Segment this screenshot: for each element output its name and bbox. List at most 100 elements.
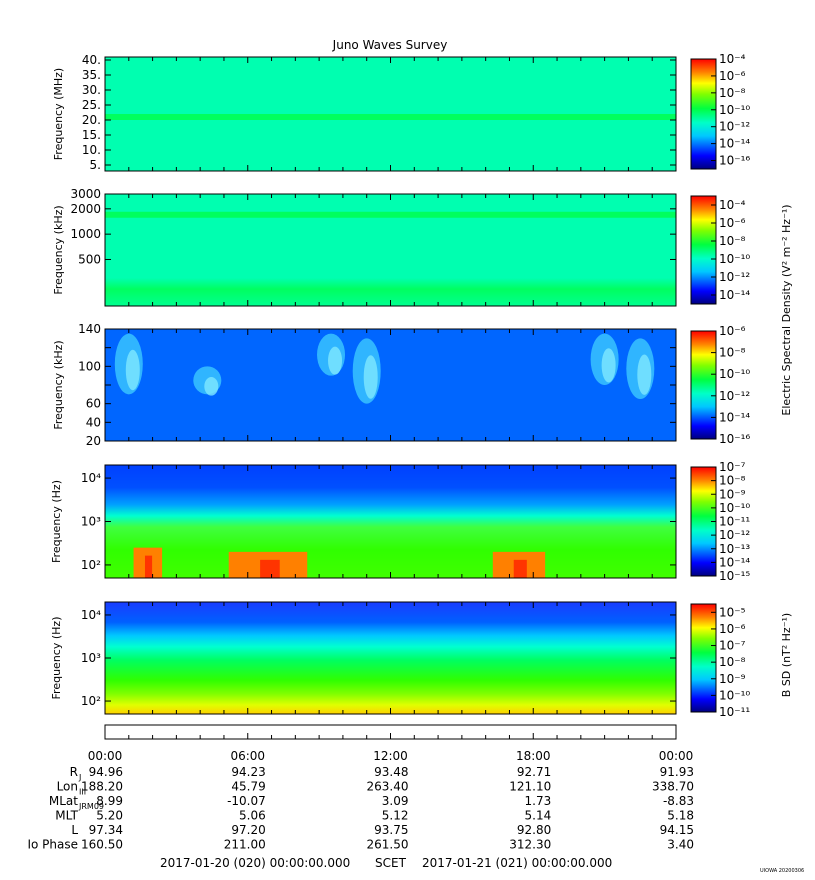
ephemeris-value: 92.80: [517, 823, 551, 837]
ephemeris-value: 94.15: [660, 823, 694, 837]
time-label: 06:00: [230, 749, 265, 763]
colorbar-tick-label: 10⁻⁴: [719, 52, 746, 66]
footer-end: 2017-01-21 (021) 00:00:00.000: [422, 856, 612, 870]
colorbar-tick-label: 10⁻¹⁴: [719, 288, 750, 302]
ephemeris-value: 160.50: [81, 838, 123, 852]
colorbar-tick-label: 10⁻¹⁴: [719, 555, 750, 569]
colorbar-tick-label: 10⁻¹²: [719, 389, 750, 403]
ephemeris-value: 93.48: [374, 765, 408, 779]
panel-4-field: [105, 465, 676, 578]
y-tick-label: 10²: [81, 694, 101, 708]
ephemeris-row-sublabel: J: [78, 773, 81, 782]
colorbar-tick-label: 10⁻⁸: [719, 86, 746, 100]
electric-colorbar-label: Electric Spectral Density (V² m⁻² Hz⁻¹): [780, 204, 793, 415]
ephemeris-value: 91.93: [660, 765, 694, 779]
ephemeris-value: 5.18: [667, 809, 694, 823]
y-tick-label: 3000: [70, 187, 101, 201]
emission-blob-core: [637, 354, 652, 395]
y-tick-label: 2000: [70, 202, 101, 216]
ephemeris-value: 1.73: [525, 794, 552, 808]
colorbar-tick-label: 10⁻¹⁴: [719, 410, 750, 424]
ephemeris-row-label: L: [71, 823, 78, 837]
colorbar-tick-label: 10⁻¹²: [719, 120, 750, 134]
colorbar-tick-label: 10⁻¹⁶: [719, 154, 750, 168]
panel-3: 20 40 60 100 140 Frequency (kHz): [52, 322, 677, 448]
colorbar-gradient: [690, 58, 717, 170]
footer-start: 2017-01-20 (020) 00:00:00.000: [160, 856, 350, 870]
y-tick-label: 40: [86, 415, 101, 429]
y-axis-label: Frequency (Hz): [50, 480, 63, 563]
colorbar-2: 10⁻⁴ 10⁻⁶ 10⁻⁸ 10⁻¹⁰ 10⁻¹² 10⁻¹⁴: [690, 195, 750, 305]
y-axis-label: Frequency (kHz): [52, 205, 65, 294]
y-tick-label: 20.: [82, 113, 101, 127]
ephemeris-value: 263.40: [367, 780, 409, 794]
burst-core: [513, 559, 527, 578]
y-tick-label: 1000: [70, 227, 101, 241]
panels: 5.10.15.20.25.30.35.40. Frequency (MHz) 50…: [50, 53, 677, 715]
ephemeris-value: 188.20: [81, 780, 123, 794]
emission-blob-core: [204, 377, 219, 396]
ephemeris-row-sublabel: JRM09: [78, 802, 104, 811]
y-tick-label: 500: [78, 252, 101, 266]
panel-5-field: [105, 602, 676, 714]
ephemeris-value: 5.14: [525, 809, 552, 823]
colorbar-tick-label: 10⁻⁹: [719, 672, 746, 686]
colorbar-tick-label: 10⁻¹⁰: [719, 252, 750, 266]
panel-3-field: [105, 329, 676, 441]
panel-5: 10² 10³ 10⁴ Frequency (Hz): [50, 601, 677, 715]
colorbar-tick-label: 10⁻⁶: [719, 69, 746, 83]
colorbar-tick-label: 10⁻¹³: [719, 542, 750, 556]
ephemeris-value: 97.34: [89, 823, 123, 837]
y-axis-label: Frequency (MHz): [52, 68, 65, 160]
y-tick-label: 100: [78, 359, 101, 373]
colorbar-tick-label: 10⁻¹¹: [719, 515, 750, 529]
y-tick-label: 15.: [82, 128, 101, 142]
y-tick-label: 10⁴: [81, 608, 101, 622]
y-axis-label: Frequency (kHz): [52, 340, 65, 429]
ephemeris-value: 94.23: [231, 765, 265, 779]
ephemeris-value: 121.10: [509, 780, 551, 794]
colorbar-5: 10⁻⁵ 10⁻⁶ 10⁻⁷ 10⁻⁸ 10⁻⁹ 10⁻¹⁰ 10⁻¹¹: [690, 603, 750, 719]
colorbar-tick-label: 10⁻⁹: [719, 487, 746, 501]
y-tick-label: 10.: [82, 143, 101, 157]
colorbar-tick-label: 10⁻¹⁴: [719, 137, 750, 151]
y-tick-label: 10³: [81, 651, 101, 665]
time-label: 00:00: [88, 749, 123, 763]
ephemeris-value: 312.30: [509, 838, 551, 852]
ephemeris-value: 94.96: [89, 765, 123, 779]
y-tick-label: 40.: [82, 53, 101, 67]
ephemeris-value: 8.99: [96, 794, 123, 808]
colorbar-tick-label: 10⁻⁸: [719, 346, 746, 360]
colorbar-tick-label: 10⁻¹⁵: [719, 569, 750, 583]
colorbars: 10⁻⁴ 10⁻⁶ 10⁻⁸ 10⁻¹⁰ 10⁻¹² 10⁻¹⁴ 10⁻¹⁶ 10⁻⁴ 10⁻⁶…: [690, 52, 750, 719]
colorbar-1: 10⁻⁴ 10⁻⁶ 10⁻⁸ 10⁻¹⁰ 10⁻¹² 10⁻¹⁴ 10⁻¹⁶: [690, 52, 750, 170]
y-axis-label: Frequency (Hz): [50, 617, 63, 700]
colorbar-tick-label: 10⁻⁷: [719, 460, 746, 474]
colorbar-tick-label: 10⁻⁷: [719, 639, 746, 653]
ephemeris-row-sublabel: III: [79, 788, 86, 797]
emission-blob-core: [601, 348, 616, 383]
y-tick-label: 10³: [81, 515, 101, 529]
time-label: 12:00: [373, 749, 408, 763]
ephemeris-row-label: Lon: [57, 780, 78, 794]
ephemeris-value: 93.75: [374, 823, 408, 837]
colorbar-tick-label: 10⁻¹¹: [719, 705, 750, 719]
panel-2-field: [105, 194, 676, 306]
colorbar-4: 10⁻⁷10⁻⁸10⁻⁹10⁻¹⁰10⁻¹¹10⁻¹²10⁻¹³10⁻¹⁴10⁻…: [690, 460, 750, 583]
ephemeris-value: 5.20: [96, 809, 123, 823]
colorbar-tick-label: 10⁻⁸: [719, 234, 746, 248]
y-tick-label: 25.: [82, 98, 101, 112]
y-tick-label: 140: [78, 322, 101, 336]
ephemeris-row-label: MLat: [49, 794, 78, 808]
colorbar-tick-label: 10⁻⁶: [719, 622, 746, 636]
y-tick-label: 60: [86, 397, 101, 411]
ephemeris-value: 92.71: [517, 765, 551, 779]
footer-scet: SCET: [375, 856, 407, 870]
emission-blob-core: [125, 349, 140, 391]
ephemeris-value: 211.00: [224, 838, 266, 852]
y-tick-label: 35.: [82, 68, 101, 82]
y-tick-label: 5.: [90, 158, 101, 172]
